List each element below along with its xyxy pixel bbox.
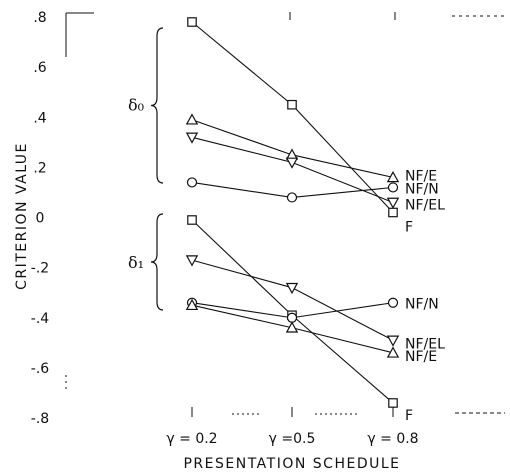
x-tick-label: γ =0.5 [269, 431, 316, 447]
y-tick-label: .2 [33, 160, 46, 176]
marker-f [287, 99, 297, 110]
x-tick-label: γ = 0.2 [166, 431, 217, 447]
marker-nf-el [185, 255, 199, 267]
text-labels: .8 .6 .4 .2 0 -.2 -.4 -.6 -.8 γ = 0.2 γ =0.5 γ = 0.… [14, 10, 445, 472]
series-end-label: NF/E [405, 168, 437, 184]
y-tick-label: -.8 [31, 411, 49, 427]
series-end-label: NF/EL [405, 336, 445, 352]
marker-f [187, 17, 197, 27]
y-tick-label: .8 [33, 10, 46, 26]
marker-nf-n [387, 297, 399, 308]
data-markers [185, 17, 400, 408]
marker-nf-el [285, 282, 299, 295]
marker-nf-el [386, 197, 400, 209]
marker-f [187, 215, 197, 225]
marker-nf-n [387, 182, 399, 193]
series-line-delta0-nf-e [191, 119, 394, 178]
brace-delta1 [150, 213, 164, 311]
series-end-label: F [405, 219, 413, 235]
marker-nf-el [285, 157, 299, 169]
series-end-label: NF/N [405, 297, 439, 313]
y-tick-label: -.4 [31, 311, 50, 327]
series-end-label: NF/EL [405, 197, 445, 213]
axes [65, 12, 505, 417]
marker-nf-e [185, 113, 199, 125]
marker-nf-e [185, 298, 199, 311]
y-tick-label: .6 [33, 60, 46, 76]
x-axis-title: PRESENTATION SCHEDULE [183, 456, 400, 472]
series-end-label: F [405, 408, 413, 424]
y-axis-title: CRITERION VALUE [14, 142, 30, 290]
marker-f [388, 398, 398, 408]
marker-nf-e [285, 321, 299, 333]
group-label-delta0: δ₀ [128, 96, 144, 115]
marker-nf-n [286, 192, 298, 203]
group-label-delta1: δ₁ [128, 253, 144, 272]
series-end-label: NF/E [405, 349, 437, 365]
marker-nf-e [386, 346, 400, 358]
marker-nf-el [185, 132, 199, 144]
marker-nf-e [386, 170, 400, 183]
series-end-label: NF/N [405, 181, 439, 197]
y-tick-label: -.2 [31, 261, 49, 277]
group-braces [150, 27, 164, 311]
marker-nf-el [386, 335, 400, 347]
marker-nf-n [286, 312, 298, 323]
brace-delta0 [150, 27, 164, 184]
marker-f [388, 207, 398, 218]
series-line-delta0-f [191, 21, 394, 213]
marker-nf-n [186, 177, 198, 188]
y-tick-label: .4 [33, 110, 46, 126]
y-tick-label: -.6 [31, 361, 50, 377]
x-tick-label: γ = 0.8 [367, 431, 418, 447]
series-lines [191, 21, 394, 404]
y-tick-label: 0 [36, 211, 45, 227]
